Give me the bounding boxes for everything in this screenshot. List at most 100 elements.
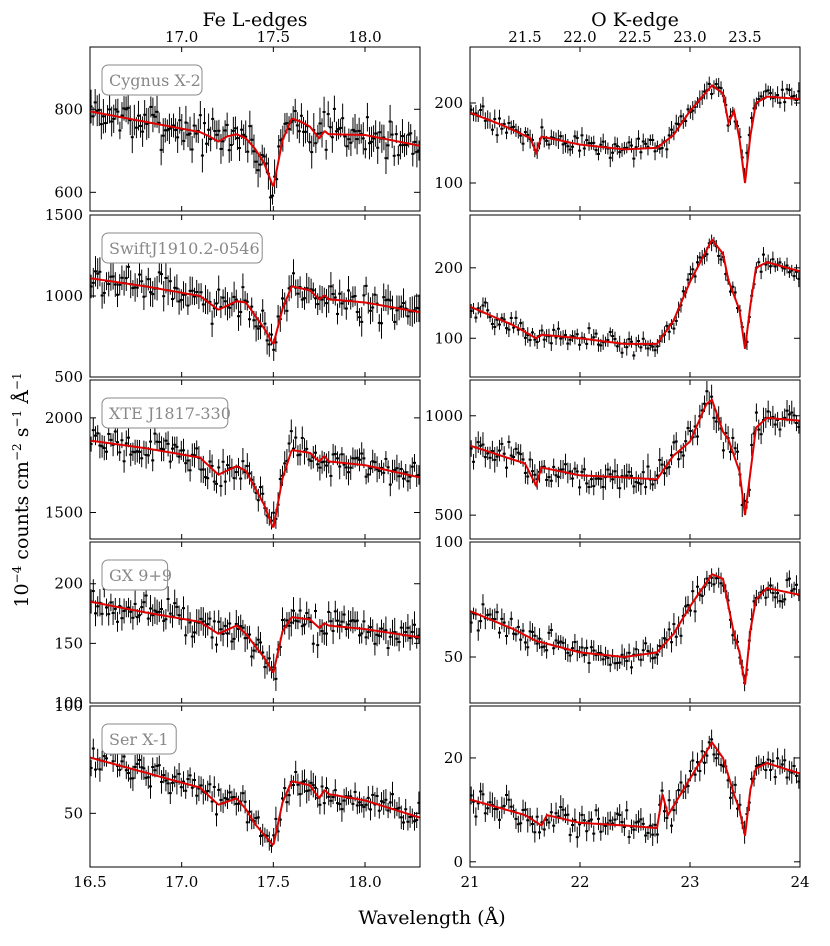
data-point: [731, 634, 735, 637]
data-point: [589, 142, 593, 145]
data-point: [620, 821, 624, 824]
data-point: [404, 631, 408, 634]
y-tick-label: 800: [54, 100, 83, 118]
data-point: [186, 304, 190, 307]
data-point: [316, 132, 320, 135]
data-point: [599, 477, 603, 480]
data-point: [190, 786, 194, 789]
data-point: [653, 349, 657, 352]
data-point: [235, 137, 239, 140]
data-point: [757, 428, 761, 431]
data-point: [199, 784, 203, 787]
data-point: [98, 270, 102, 273]
x-axis-title: Wavelength (Å): [358, 907, 505, 929]
data-point: [589, 478, 593, 481]
data-point: [331, 453, 335, 456]
data-point: [211, 117, 215, 120]
data-point: [388, 120, 392, 123]
data-point: [116, 293, 119, 296]
data-point: [165, 129, 169, 132]
data-point: [215, 302, 218, 305]
data-point: [314, 610, 317, 613]
data-point: [246, 150, 250, 153]
data-point: [533, 831, 537, 834]
data-point: [177, 772, 181, 775]
data-point: [625, 474, 629, 477]
data-point: [360, 804, 364, 807]
data-point: [200, 154, 204, 157]
data-point: [677, 458, 681, 461]
data-point: [490, 128, 494, 131]
data-point: [575, 470, 579, 473]
data-point: [571, 335, 575, 338]
data-point: [568, 833, 572, 836]
data-point: [549, 479, 553, 482]
data-point: [256, 638, 260, 641]
data-point: [194, 132, 198, 135]
data-point: [787, 271, 791, 274]
data-point: [388, 299, 392, 302]
data-point: [481, 793, 485, 796]
data-point: [632, 485, 636, 488]
data-point: [362, 457, 366, 460]
data-point: [721, 449, 725, 452]
data-point: [374, 132, 378, 135]
data-point: [620, 351, 624, 354]
data-point: [695, 261, 699, 264]
data-point: [223, 624, 227, 627]
data-point: [333, 789, 337, 792]
data-point: [102, 447, 106, 450]
data-point: [674, 440, 678, 443]
data-point: [287, 442, 291, 445]
data-point: [672, 623, 676, 626]
data-point: [232, 637, 236, 640]
data-point: [712, 416, 716, 419]
y-tick-label: 1500: [45, 504, 83, 522]
data-point: [759, 95, 763, 98]
data-point: [526, 133, 530, 136]
data-point: [177, 455, 181, 458]
data-point: [512, 125, 516, 128]
data-point: [402, 302, 405, 305]
data-point: [700, 750, 704, 753]
data-point: [261, 309, 265, 312]
data-point: [256, 499, 260, 502]
data-point: [495, 318, 499, 321]
data-point: [405, 143, 409, 146]
data-point: [620, 653, 624, 656]
data-point: [99, 123, 103, 126]
data-point: [415, 637, 419, 640]
data-point: [392, 154, 396, 157]
data-point: [175, 287, 179, 290]
data-point: [773, 596, 777, 599]
data-point: [754, 765, 758, 768]
data-point: [146, 278, 150, 281]
data-point: [298, 609, 302, 612]
data-point: [608, 330, 612, 333]
data-point: [408, 475, 412, 478]
y-axis-title-base: 10: [11, 583, 33, 607]
y-axis-title-mid3: Å: [11, 390, 33, 410]
data-point: [672, 441, 676, 444]
data-point: [159, 148, 163, 151]
x-tick-label: 17.0: [165, 873, 198, 891]
data-point: [396, 154, 400, 157]
data-point: [390, 133, 394, 136]
data-point: [111, 275, 115, 278]
panel-4-0: 50 100 16.5 17.0 17.5 18.0 Ser X-1: [54, 697, 421, 891]
top-tick-label: 21.5: [508, 28, 541, 46]
data-series: [90, 89, 420, 211]
data-point: [415, 150, 419, 153]
data-point: [778, 428, 782, 431]
top-tick-label: 23.5: [728, 28, 761, 46]
data-point: [219, 306, 223, 309]
data-point: [778, 600, 782, 603]
data-point: [582, 147, 586, 150]
data-point: [285, 122, 289, 125]
data-point: [750, 443, 754, 446]
data-point: [188, 469, 192, 472]
data-point: [254, 160, 258, 163]
data-point: [516, 451, 520, 454]
data-point: [495, 611, 499, 614]
data-point: [239, 625, 243, 628]
